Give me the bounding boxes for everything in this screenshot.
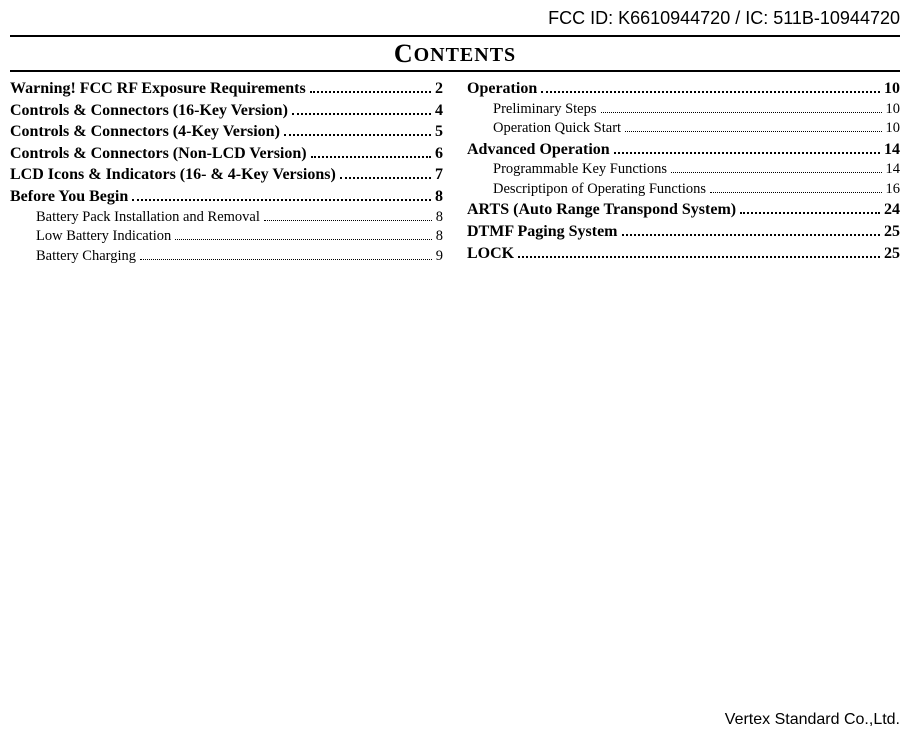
toc-page: 14 bbox=[884, 139, 900, 161]
toc-dots bbox=[622, 234, 880, 236]
header-id: FCC ID: K6610944720 / IC: 511B-10944720 bbox=[10, 8, 900, 29]
toc-page: 16 bbox=[886, 180, 901, 200]
toc-page: 9 bbox=[436, 247, 443, 267]
toc-item: ARTS (Auto Range Transpond System) 24 bbox=[467, 199, 900, 221]
toc-dots bbox=[614, 152, 880, 154]
toc-dots bbox=[518, 256, 880, 258]
toc-item: Preliminary Steps 10 bbox=[467, 100, 900, 120]
toc-label: Warning! FCC RF Exposure Requirements bbox=[10, 78, 306, 100]
toc-page: 7 bbox=[435, 164, 443, 186]
toc-page: 25 bbox=[884, 221, 900, 243]
toc-dots bbox=[541, 91, 880, 93]
title-first-letter: C bbox=[394, 39, 414, 68]
toc-item: Battery Pack Installation and Removal 8 bbox=[10, 208, 443, 228]
toc-dots bbox=[340, 177, 431, 179]
toc-label: Advanced Operation bbox=[467, 139, 610, 161]
toc-item: Operation Quick Start 10 bbox=[467, 119, 900, 139]
toc-item: Operation 10 bbox=[467, 78, 900, 100]
toc-dots bbox=[671, 172, 882, 173]
toc-dots bbox=[175, 239, 431, 240]
toc-item: Programmable Key Functions 14 bbox=[467, 160, 900, 180]
toc-item: Before You Begin 8 bbox=[10, 186, 443, 208]
toc-columns: Warning! FCC RF Exposure Requirements2Co… bbox=[10, 78, 900, 266]
toc-dots bbox=[710, 192, 881, 193]
footer-company: Vertex Standard Co.,Ltd. bbox=[725, 711, 900, 729]
toc-page: 8 bbox=[436, 227, 443, 247]
toc-dots bbox=[740, 212, 880, 214]
toc-item: LOCK 25 bbox=[467, 243, 900, 265]
toc-page: 24 bbox=[884, 199, 900, 221]
toc-label: Operation Quick Start bbox=[493, 119, 621, 139]
toc-dots bbox=[625, 131, 881, 132]
toc-label: Controls & Connectors (4-Key Version) bbox=[10, 121, 280, 143]
toc-item: Low Battery Indication 8 bbox=[10, 227, 443, 247]
toc-item: Battery Charging 9 bbox=[10, 247, 443, 267]
toc-label: Operation bbox=[467, 78, 537, 100]
toc-page: 2 bbox=[435, 78, 443, 100]
toc-label: Descriptipon of Operating Functions bbox=[493, 180, 706, 200]
top-rule bbox=[10, 35, 900, 37]
toc-dots bbox=[132, 199, 431, 201]
toc-label: LOCK bbox=[467, 243, 514, 265]
toc-dots bbox=[264, 220, 432, 221]
toc-left-column: Warning! FCC RF Exposure Requirements2Co… bbox=[10, 78, 443, 266]
toc-item: Controls & Connectors (4-Key Version) 5 bbox=[10, 121, 443, 143]
toc-dots bbox=[310, 91, 431, 93]
toc-item: DTMF Paging System 25 bbox=[467, 221, 900, 243]
toc-item: Controls & Connectors (16-Key Version) 4 bbox=[10, 100, 443, 122]
toc-item: Descriptipon of Operating Functions 16 bbox=[467, 180, 900, 200]
toc-page: 10 bbox=[886, 100, 901, 120]
toc-page: 5 bbox=[435, 121, 443, 143]
toc-page: 8 bbox=[436, 208, 443, 228]
toc-label: Battery Charging bbox=[36, 247, 136, 267]
toc-label: Controls & Connectors (16-Key Version) bbox=[10, 100, 288, 122]
toc-dots bbox=[284, 134, 431, 136]
toc-label: ARTS (Auto Range Transpond System) bbox=[467, 199, 736, 221]
toc-dots bbox=[140, 259, 432, 260]
toc-item: Warning! FCC RF Exposure Requirements 2 bbox=[10, 78, 443, 100]
toc-dots bbox=[601, 112, 882, 113]
toc-label: Low Battery Indication bbox=[36, 227, 171, 247]
page-title: CONTENTS bbox=[10, 39, 900, 69]
toc-label: DTMF Paging System bbox=[467, 221, 618, 243]
toc-label: Preliminary Steps bbox=[493, 100, 597, 120]
toc-dots bbox=[292, 113, 431, 115]
toc-label: LCD Icons & Indicators (16- & 4-Key Vers… bbox=[10, 164, 336, 186]
toc-item: Controls & Connectors (Non-LCD Version) 6 bbox=[10, 143, 443, 165]
toc-item: Advanced Operation 14 bbox=[467, 139, 900, 161]
toc-page: 8 bbox=[435, 186, 443, 208]
toc-page: 14 bbox=[886, 160, 901, 180]
toc-label: Programmable Key Functions bbox=[493, 160, 667, 180]
title-underline bbox=[10, 70, 900, 72]
toc-item: LCD Icons & Indicators (16- & 4-Key Vers… bbox=[10, 164, 443, 186]
toc-page: 4 bbox=[435, 100, 443, 122]
toc-label: Controls & Connectors (Non-LCD Version) bbox=[10, 143, 307, 165]
toc-label: Battery Pack Installation and Removal bbox=[36, 208, 260, 228]
toc-page: 10 bbox=[884, 78, 900, 100]
toc-dots bbox=[311, 156, 431, 158]
toc-right-column: Operation10Preliminary Steps10Operation … bbox=[467, 78, 900, 266]
toc-page: 25 bbox=[884, 243, 900, 265]
toc-label: Before You Begin bbox=[10, 186, 128, 208]
title-rest: ONTENTS bbox=[414, 44, 517, 66]
toc-page: 6 bbox=[435, 143, 443, 165]
toc-page: 10 bbox=[886, 119, 901, 139]
